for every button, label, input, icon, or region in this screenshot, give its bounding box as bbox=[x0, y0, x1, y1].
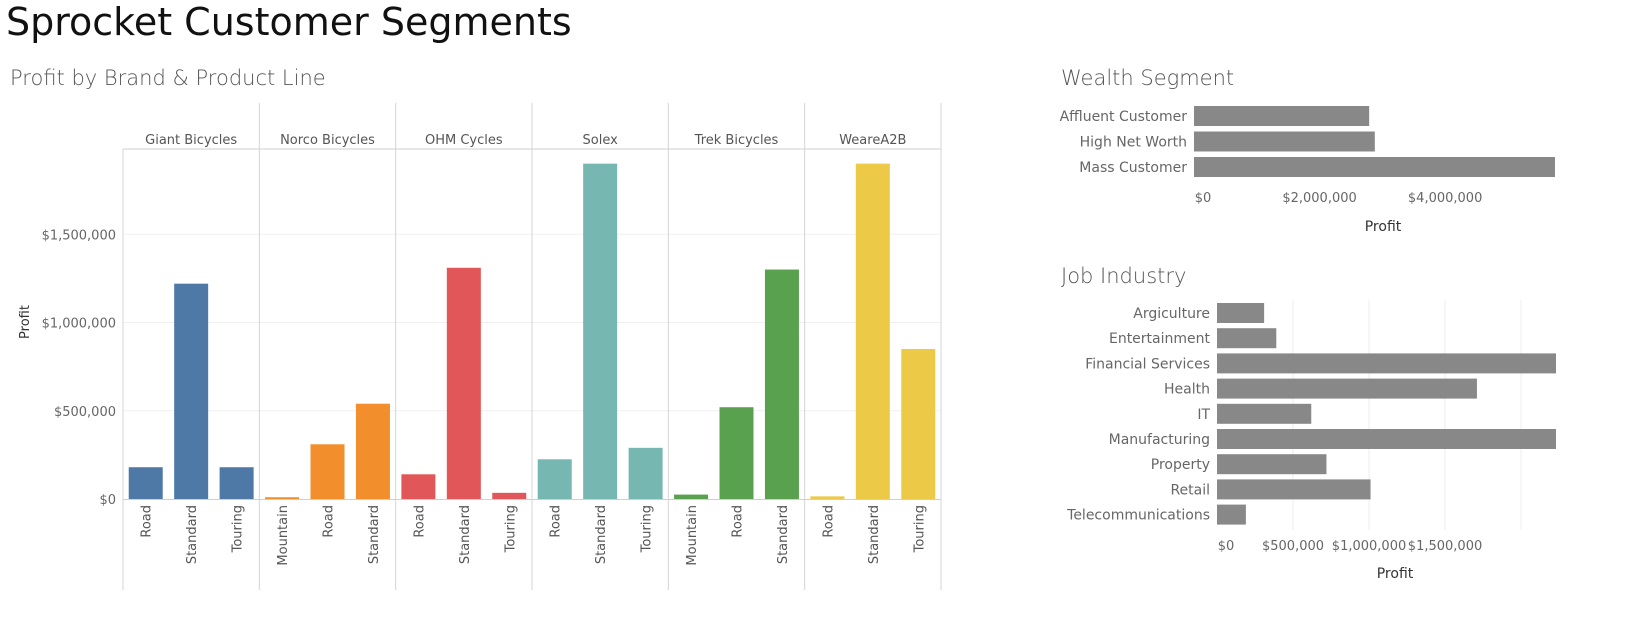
bar-telecommunications bbox=[1217, 504, 1246, 525]
bar-property bbox=[1217, 454, 1327, 475]
bar-retail bbox=[1217, 479, 1371, 500]
bar-norco-bicycles-mountain bbox=[265, 497, 300, 499]
bar-health bbox=[1217, 378, 1477, 399]
x-tick-label: $500,000 bbox=[1262, 539, 1324, 554]
bar-ohm-cycles-touring bbox=[492, 492, 527, 499]
category-label-high-net-worth: High Net Worth bbox=[1080, 135, 1187, 151]
bar-giant-bicycles-touring bbox=[219, 467, 254, 499]
category-label-entertainment: Entertainment bbox=[1109, 331, 1211, 347]
x-tick-label: Standard bbox=[594, 505, 609, 564]
bar-trek-bicycles-mountain bbox=[674, 494, 709, 499]
x-tick-label: Mountain bbox=[685, 505, 700, 566]
x-tick-label: Road bbox=[322, 505, 337, 538]
category-label-telecommunications: Telecommunications bbox=[1066, 508, 1210, 524]
bar-entertainment bbox=[1217, 328, 1277, 349]
x-tick-label: Standard bbox=[867, 505, 882, 564]
brand-header-ohm-cycles: OHM Cycles bbox=[425, 133, 503, 148]
dashboard-title: Sprocket Customer Segments bbox=[6, 0, 572, 44]
category-label-manufacturing: Manufacturing bbox=[1109, 432, 1210, 448]
brand-header-wearea2b: WeareA2B bbox=[839, 133, 906, 148]
x-tick-label: $1,000,000 bbox=[1332, 539, 1406, 554]
bar-manufacturing bbox=[1217, 429, 1556, 449]
x-tick-label: Touring bbox=[503, 505, 518, 553]
bar-ohm-cycles-standard bbox=[446, 267, 481, 499]
bar-solex-standard bbox=[583, 163, 618, 499]
x-axis-label: Profit bbox=[1365, 219, 1402, 235]
x-tick-label: Touring bbox=[640, 505, 655, 553]
bar-wearea2b-road bbox=[810, 496, 845, 499]
bar-ohm-cycles-road bbox=[401, 474, 436, 499]
category-label-retail: Retail bbox=[1170, 482, 1210, 498]
x-axis-label: Profit bbox=[1377, 566, 1414, 582]
wealth-chart-title: Wealth Segment bbox=[1061, 66, 1235, 90]
x-tick-label: Standard bbox=[776, 505, 791, 564]
x-tick-label: Road bbox=[549, 505, 564, 538]
x-tick-label: Touring bbox=[231, 505, 246, 553]
y-tick-label: $1,000,000 bbox=[42, 317, 116, 332]
x-tick-label: Road bbox=[412, 505, 427, 538]
bar-giant-bicycles-standard bbox=[174, 283, 209, 499]
brand-chart-title: Profit by Brand & Product Line bbox=[10, 66, 326, 90]
bar-wearea2b-standard bbox=[855, 163, 890, 499]
brand-header-norco-bicycles: Norco Bicycles bbox=[280, 133, 375, 148]
category-label-health: Health bbox=[1164, 382, 1210, 398]
x-tick-label: Road bbox=[731, 505, 746, 538]
bar-norco-bicycles-road bbox=[310, 444, 345, 499]
x-tick-label: Standard bbox=[367, 505, 382, 564]
bar-norco-bicycles-standard bbox=[355, 403, 390, 499]
category-label-affluent-customer: Affluent Customer bbox=[1060, 109, 1188, 125]
x-tick-label: $2,000,000 bbox=[1282, 191, 1356, 206]
bar-giant-bicycles-road bbox=[128, 467, 163, 499]
x-tick-label: $1,500,000 bbox=[1408, 539, 1482, 554]
x-tick-label: Road bbox=[140, 505, 155, 538]
x-tick-label: $0 bbox=[1218, 539, 1235, 554]
brand-header-trek-bicycles: Trek Bicycles bbox=[694, 133, 779, 148]
category-label-argiculture: Argiculture bbox=[1133, 306, 1210, 322]
y-axis-label: Profit bbox=[18, 305, 33, 339]
x-tick-label: Standard bbox=[458, 505, 473, 564]
category-label-mass-customer: Mass Customer bbox=[1079, 160, 1187, 176]
x-tick-label: Touring bbox=[912, 505, 927, 553]
bar-trek-bicycles-standard bbox=[764, 269, 799, 499]
y-tick-label: $500,000 bbox=[54, 405, 116, 420]
brand-header-giant-bicycles: Giant Bicycles bbox=[145, 133, 237, 148]
x-tick-label: $0 bbox=[1195, 191, 1212, 206]
x-tick-label: Mountain bbox=[276, 505, 291, 566]
bar-solex-touring bbox=[628, 447, 663, 499]
category-label-property: Property bbox=[1151, 457, 1210, 473]
bar-financial-services bbox=[1217, 353, 1556, 374]
x-tick-label: Standard bbox=[185, 505, 200, 564]
y-tick-label: $1,500,000 bbox=[42, 228, 116, 243]
bar-mass-customer bbox=[1194, 157, 1555, 177]
x-tick-label: Road bbox=[821, 505, 836, 538]
bar-it bbox=[1217, 403, 1312, 424]
y-tick-label: $0 bbox=[99, 493, 116, 508]
bar-wearea2b-touring bbox=[901, 348, 936, 499]
x-tick-label: $4,000,000 bbox=[1408, 191, 1482, 206]
bar-affluent-customer bbox=[1194, 106, 1370, 126]
bar-high-net-worth bbox=[1194, 131, 1375, 152]
bar-argiculture bbox=[1217, 303, 1265, 323]
brand-profit-chart: $0 $500,000 $1,000,000 $1,500,000 Profit Gian… bbox=[18, 103, 942, 590]
category-label-financial-services: Financial Services bbox=[1085, 356, 1210, 372]
brand-header-solex: Solex bbox=[583, 133, 619, 148]
bar-solex-road bbox=[537, 459, 572, 499]
category-label-it: IT bbox=[1197, 407, 1210, 423]
job-chart-title: Job Industry bbox=[1061, 264, 1187, 288]
bar-trek-bicycles-road bbox=[719, 407, 754, 499]
